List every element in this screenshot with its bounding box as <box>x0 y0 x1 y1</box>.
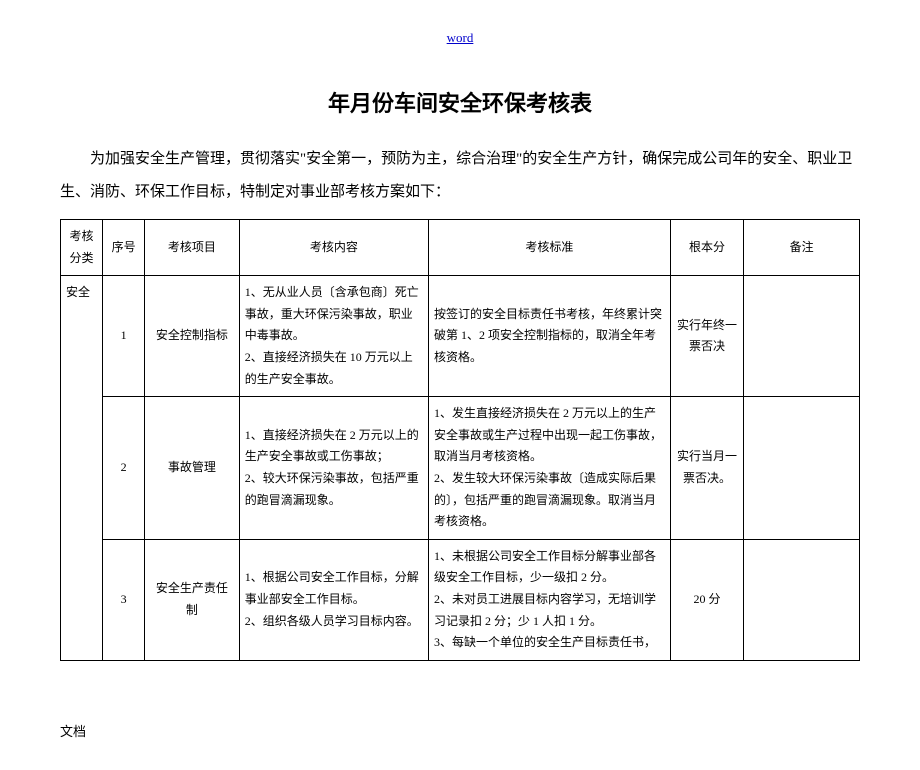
cell-score: 实行当月一票否决。 <box>670 397 744 540</box>
cell-seq: 3 <box>103 539 145 660</box>
cell-score: 20 分 <box>670 539 744 660</box>
cell-item: 安全控制指标 <box>145 276 240 397</box>
header-item: 考核项目 <box>145 220 240 276</box>
table-row: 2 事故管理 1、直接经济损失在 2 万元以上的生产安全事故或工伤事故；2、较大… <box>61 397 860 540</box>
cell-item: 事故管理 <box>145 397 240 540</box>
cell-standard: 1、未根据公司安全工作目标分解事业部各级安全工作目标，少一级扣 2 分。2、未对… <box>428 539 670 660</box>
page-title: 年月份车间安全环保考核表 <box>60 86 860 118</box>
cell-content: 1、直接经济损失在 2 万元以上的生产安全事故或工伤事故；2、较大环保污染事故，… <box>239 397 428 540</box>
cell-item: 安全生产责任制 <box>145 539 240 660</box>
assessment-table: 考核分类 序号 考核项目 考核内容 考核标准 根本分 备注 安全 1 安全控制指… <box>60 219 860 661</box>
cell-content: 1、根据公司安全工作目标，分解事业部安全工作目标。2、组织各级人员学习目标内容。 <box>239 539 428 660</box>
cell-seq: 1 <box>103 276 145 397</box>
cell-remark <box>744 276 860 397</box>
cell-standard: 1、发生直接经济损失在 2 万元以上的生产安全事故或生产过程中出现一起工伤事故，… <box>428 397 670 540</box>
header-seq: 序号 <box>103 220 145 276</box>
cell-remark <box>744 397 860 540</box>
cell-content: 1、无从业人员〔含承包商〕死亡事故，重大环保污染事故，职业中毒事故。2、直接经济… <box>239 276 428 397</box>
header-standard: 考核标准 <box>428 220 670 276</box>
header-score: 根本分 <box>670 220 744 276</box>
cell-seq: 2 <box>103 397 145 540</box>
table-header-row: 考核分类 序号 考核项目 考核内容 考核标准 根本分 备注 <box>61 220 860 276</box>
table-row: 3 安全生产责任制 1、根据公司安全工作目标，分解事业部安全工作目标。2、组织各… <box>61 539 860 660</box>
header-link: word <box>60 30 860 46</box>
footer-text: 文档 <box>60 721 860 740</box>
cell-category: 安全 <box>61 276 103 661</box>
table-row: 安全 1 安全控制指标 1、无从业人员〔含承包商〕死亡事故，重大环保污染事故，职… <box>61 276 860 397</box>
cell-remark <box>744 539 860 660</box>
header-category: 考核分类 <box>61 220 103 276</box>
header-content: 考核内容 <box>239 220 428 276</box>
header-remark: 备注 <box>744 220 860 276</box>
intro-paragraph: 为加强安全生产管理，贯彻落实"安全第一，预防为主，综合治理"的安全生产方针，确保… <box>60 143 860 209</box>
cell-score: 实行年终一票否决 <box>670 276 744 397</box>
cell-standard: 按签订的安全目标责任书考核，年终累计突破第 1、2 项安全控制指标的，取消全年考… <box>428 276 670 397</box>
